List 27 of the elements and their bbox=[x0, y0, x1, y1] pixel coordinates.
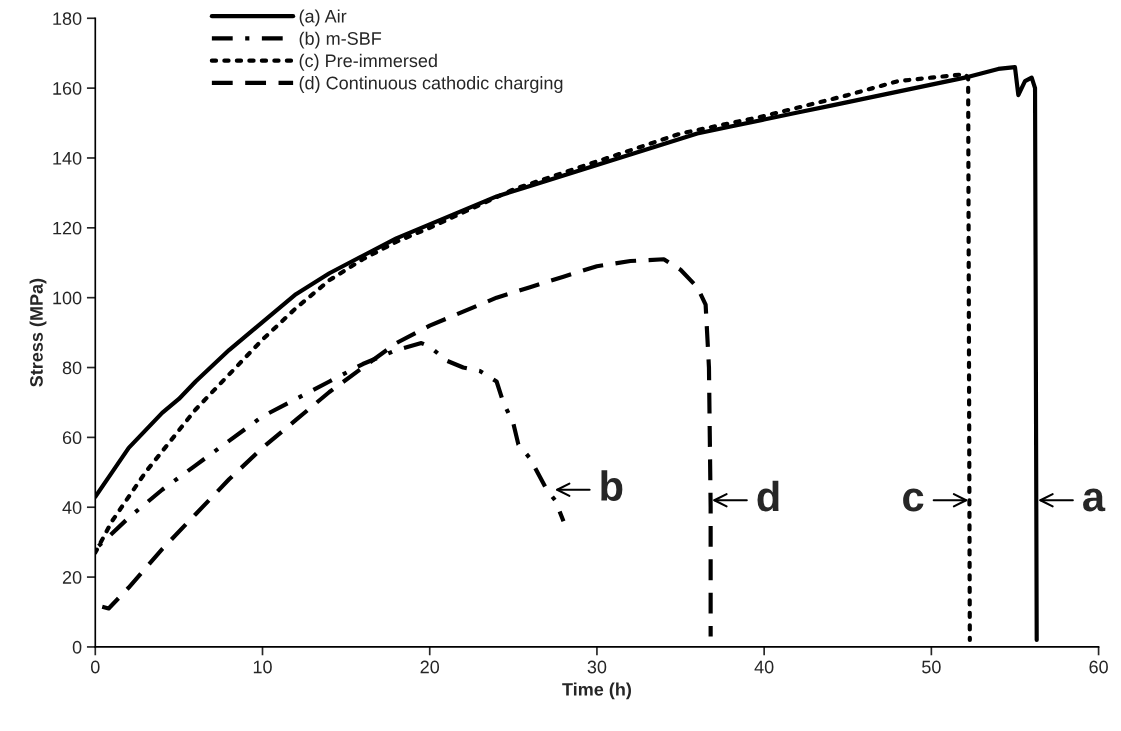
y-tick-label: 100 bbox=[53, 291, 82, 305]
x-tick-label: 20 bbox=[420, 660, 440, 674]
x-tick-label: 30 bbox=[587, 660, 607, 674]
y-tick-label: 180 bbox=[53, 12, 82, 25]
y-tick-label: 40 bbox=[62, 501, 82, 514]
y-tick-label: 20 bbox=[62, 571, 82, 584]
x-axis-title: Time (h) bbox=[562, 682, 631, 700]
legend-label: (a) Air bbox=[299, 9, 347, 27]
y-axis-title: Stress (MPa) bbox=[29, 278, 47, 387]
y-tick-label: 120 bbox=[53, 221, 82, 235]
annotation: a bbox=[1083, 488, 1106, 512]
annotation: b bbox=[601, 470, 623, 501]
y-tick-label: 0 bbox=[72, 640, 82, 654]
legend-label: (c) Pre-immersed bbox=[299, 53, 437, 71]
x-tick-label: 0 bbox=[90, 660, 100, 674]
y-tick-label: 60 bbox=[62, 431, 82, 445]
legend-label: (d) Continuous cathodic charging bbox=[299, 76, 563, 93]
x-tick-label: 50 bbox=[922, 660, 941, 674]
annotation: c bbox=[903, 488, 924, 512]
x-tick-label: 10 bbox=[253, 660, 272, 674]
y-tick-label: 160 bbox=[53, 82, 82, 95]
annotation: d bbox=[757, 480, 779, 512]
legend-label: (b) m-SBF bbox=[299, 31, 382, 49]
y-tick-label: 80 bbox=[62, 361, 82, 375]
y-tick-label: 140 bbox=[53, 151, 82, 165]
x-tick-label: 40 bbox=[754, 660, 774, 674]
x-tick-label: 60 bbox=[1089, 660, 1108, 674]
